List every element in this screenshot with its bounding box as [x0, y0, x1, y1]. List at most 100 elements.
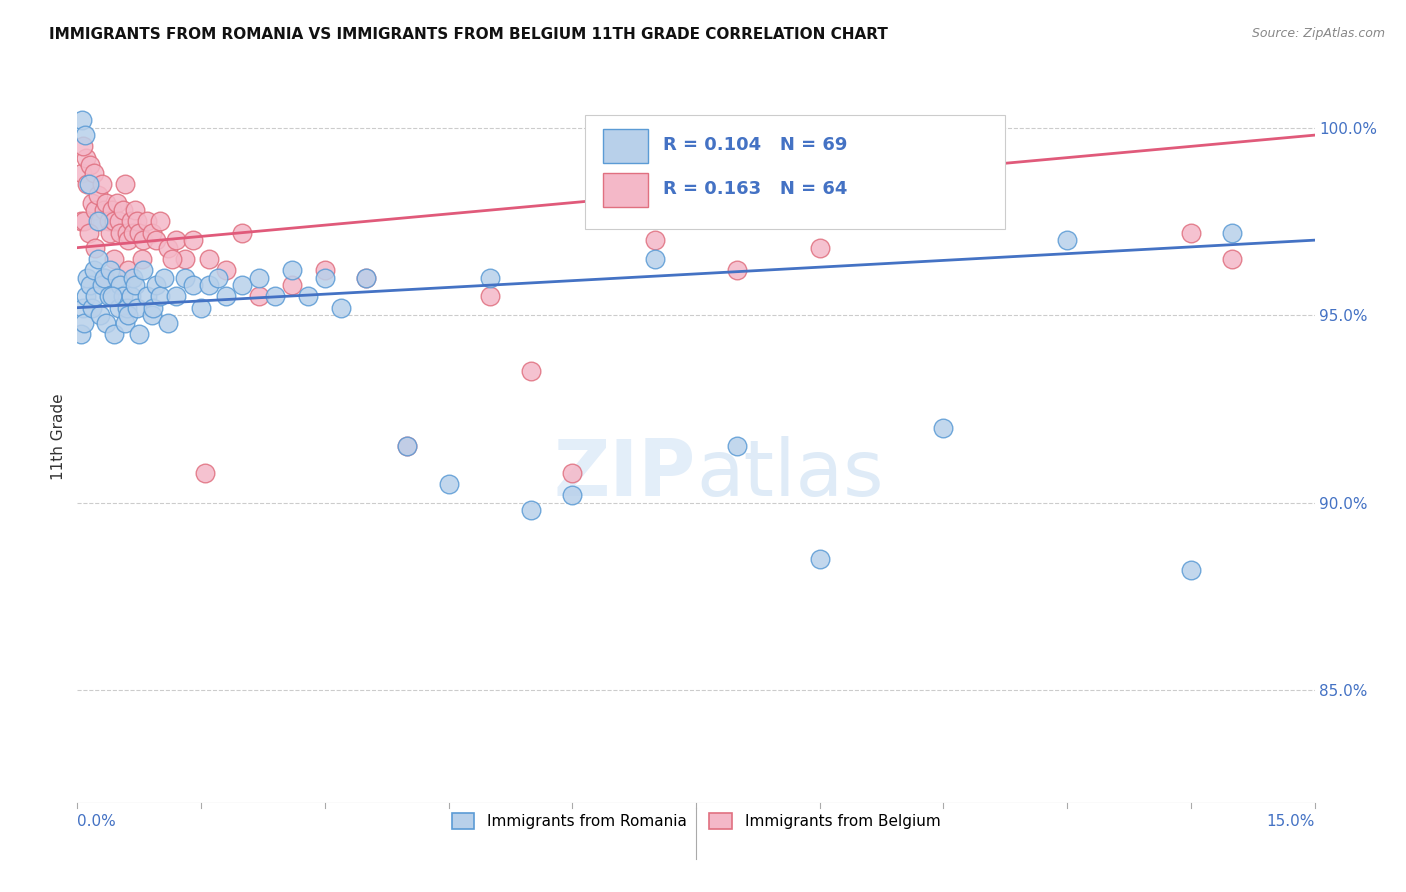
Text: atlas: atlas [696, 435, 883, 512]
Point [207, 270, 229, 285]
Point [145, 278, 167, 293]
Point [297, 289, 319, 303]
Text: 0.0%: 0.0% [77, 814, 117, 829]
Point [79, 158, 101, 172]
Point [437, 477, 460, 491]
Point [72, 113, 94, 128]
Point [84, 203, 107, 218]
Point [103, 214, 125, 228]
Point [128, 226, 150, 240]
Point [149, 214, 172, 228]
Point [354, 270, 377, 285]
Point [281, 263, 304, 277]
Point [314, 270, 336, 285]
Point [231, 278, 253, 293]
Point [561, 488, 583, 502]
Point [87, 252, 110, 266]
Point [725, 440, 748, 454]
Point [125, 301, 148, 315]
Point [157, 241, 180, 255]
Point [105, 195, 128, 210]
Point [70, 326, 93, 341]
Point [1180, 226, 1202, 240]
Point [1056, 233, 1078, 247]
Point [91, 177, 114, 191]
Point [396, 440, 419, 454]
Point [396, 440, 419, 454]
Point [1220, 226, 1243, 240]
Point [131, 252, 153, 266]
Legend: Immigrants from Romania, Immigrants from Belgium: Immigrants from Romania, Immigrants from… [446, 807, 946, 836]
Point [69, 214, 91, 228]
Point [98, 226, 121, 240]
Text: R = 0.163   N = 64: R = 0.163 N = 64 [662, 180, 846, 198]
Point [117, 308, 139, 322]
Point [117, 263, 139, 277]
Point [120, 214, 142, 228]
Point [115, 226, 138, 240]
Point [84, 241, 107, 255]
Point [73, 128, 96, 142]
Point [110, 278, 132, 293]
Point [96, 316, 118, 330]
Point [75, 151, 97, 165]
Point [72, 301, 94, 315]
Point [132, 233, 155, 247]
Point [72, 166, 94, 180]
Point [314, 263, 336, 277]
FancyBboxPatch shape [603, 129, 648, 163]
Point [190, 301, 212, 315]
Point [160, 252, 183, 266]
Point [76, 177, 98, 191]
Point [77, 226, 100, 240]
Point [215, 289, 238, 303]
Point [173, 270, 195, 285]
Point [520, 503, 543, 517]
Point [111, 289, 134, 303]
Point [93, 270, 115, 285]
FancyBboxPatch shape [603, 173, 648, 207]
Point [181, 233, 204, 247]
Point [73, 316, 96, 330]
Point [215, 263, 238, 277]
Point [114, 316, 136, 330]
Point [120, 289, 142, 303]
Point [1220, 252, 1243, 266]
FancyBboxPatch shape [585, 115, 1005, 228]
Point [231, 226, 253, 240]
Point [165, 233, 187, 247]
Text: 15.0%: 15.0% [1267, 814, 1315, 829]
Point [114, 177, 136, 191]
Text: R = 0.104   N = 69: R = 0.104 N = 69 [662, 136, 846, 154]
Point [149, 289, 172, 303]
Point [145, 233, 167, 247]
Point [194, 466, 217, 480]
Point [98, 263, 121, 277]
Point [83, 263, 105, 277]
Text: Source: ZipAtlas.com: Source: ZipAtlas.com [1251, 27, 1385, 40]
Point [96, 195, 118, 210]
Point [808, 552, 831, 566]
Y-axis label: 11th Grade: 11th Grade [51, 393, 66, 481]
Point [79, 278, 101, 293]
Point [354, 270, 377, 285]
Point [110, 226, 132, 240]
Point [105, 270, 128, 285]
Point [89, 214, 111, 228]
Point [97, 289, 120, 303]
Point [103, 326, 125, 341]
Text: IMMIGRANTS FROM ROMANIA VS IMMIGRANTS FROM BELGIUM 11TH GRADE CORRELATION CHART: IMMIGRANTS FROM ROMANIA VS IMMIGRANTS FR… [49, 27, 889, 42]
Point [107, 301, 129, 315]
Point [478, 289, 501, 303]
Point [93, 270, 115, 285]
Point [198, 252, 221, 266]
Point [165, 289, 187, 303]
Point [142, 301, 165, 315]
Point [122, 270, 145, 285]
Point [93, 203, 115, 218]
Point [281, 278, 304, 293]
Point [173, 252, 195, 266]
Point [82, 195, 104, 210]
Text: ZIP: ZIP [554, 435, 696, 512]
Point [122, 226, 145, 240]
